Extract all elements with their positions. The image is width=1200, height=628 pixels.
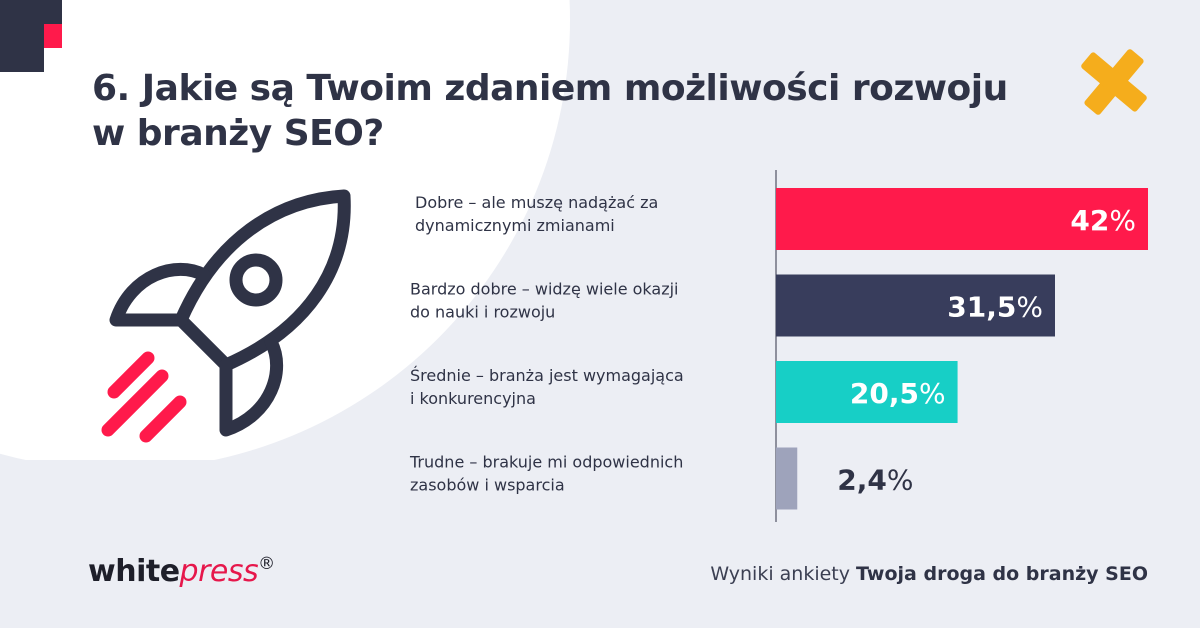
- category-label: Średnie – branża jest wymagająca: [410, 366, 684, 385]
- category-label: Bardzo dobre – widzę wiele okazji: [410, 280, 678, 299]
- bar: [776, 361, 958, 423]
- category-label: zasobów i wsparcia: [410, 476, 565, 495]
- corner-block-red: [44, 24, 62, 48]
- logo-text-italic: press: [179, 554, 259, 589]
- page-title: 6. Jakie są Twoim zdaniem możliwości roz…: [92, 66, 1072, 156]
- category-label: Dobre – ale muszę nadążać za: [415, 193, 658, 212]
- footer-prefix: Wyniki ankiety: [710, 563, 857, 585]
- data-label: 31,5%: [947, 291, 1043, 324]
- data-label: 20,5%: [850, 377, 946, 410]
- rocket-icon: [101, 189, 351, 443]
- title-line-2: w branży SEO?: [92, 113, 384, 154]
- category-label: dynamicznymi zmianami: [415, 216, 615, 235]
- background-band: [0, 460, 1200, 628]
- category-label: do nauki i rozwoju: [410, 303, 555, 322]
- logo-text-bold: white: [88, 554, 180, 589]
- title-line-1: 6. Jakie są Twoim zdaniem możliwości roz…: [92, 68, 1008, 109]
- corner-block-white: [44, 48, 62, 72]
- category-label: Trudne – brakuje mi odpowiednich: [409, 453, 683, 472]
- bar-chart: Dobre – ale muszę nadążać za dynamicznymi…: [409, 170, 1148, 522]
- bar: [776, 447, 798, 510]
- category-label: i konkurencyjna: [410, 389, 536, 408]
- brand-logo: whitepress®: [88, 554, 275, 589]
- footer-caption: Wyniki ankiety Twoja droga do branży SEO: [710, 563, 1148, 585]
- cross-icon: [1081, 49, 1147, 115]
- logo-registered-mark: ®: [258, 554, 275, 574]
- data-label: 42%: [1070, 204, 1136, 237]
- footer-survey-name: Twoja droga do branży SEO: [856, 563, 1148, 585]
- bar: [776, 188, 1148, 250]
- bar: [776, 274, 1055, 337]
- data-label: 2,4%: [837, 464, 913, 497]
